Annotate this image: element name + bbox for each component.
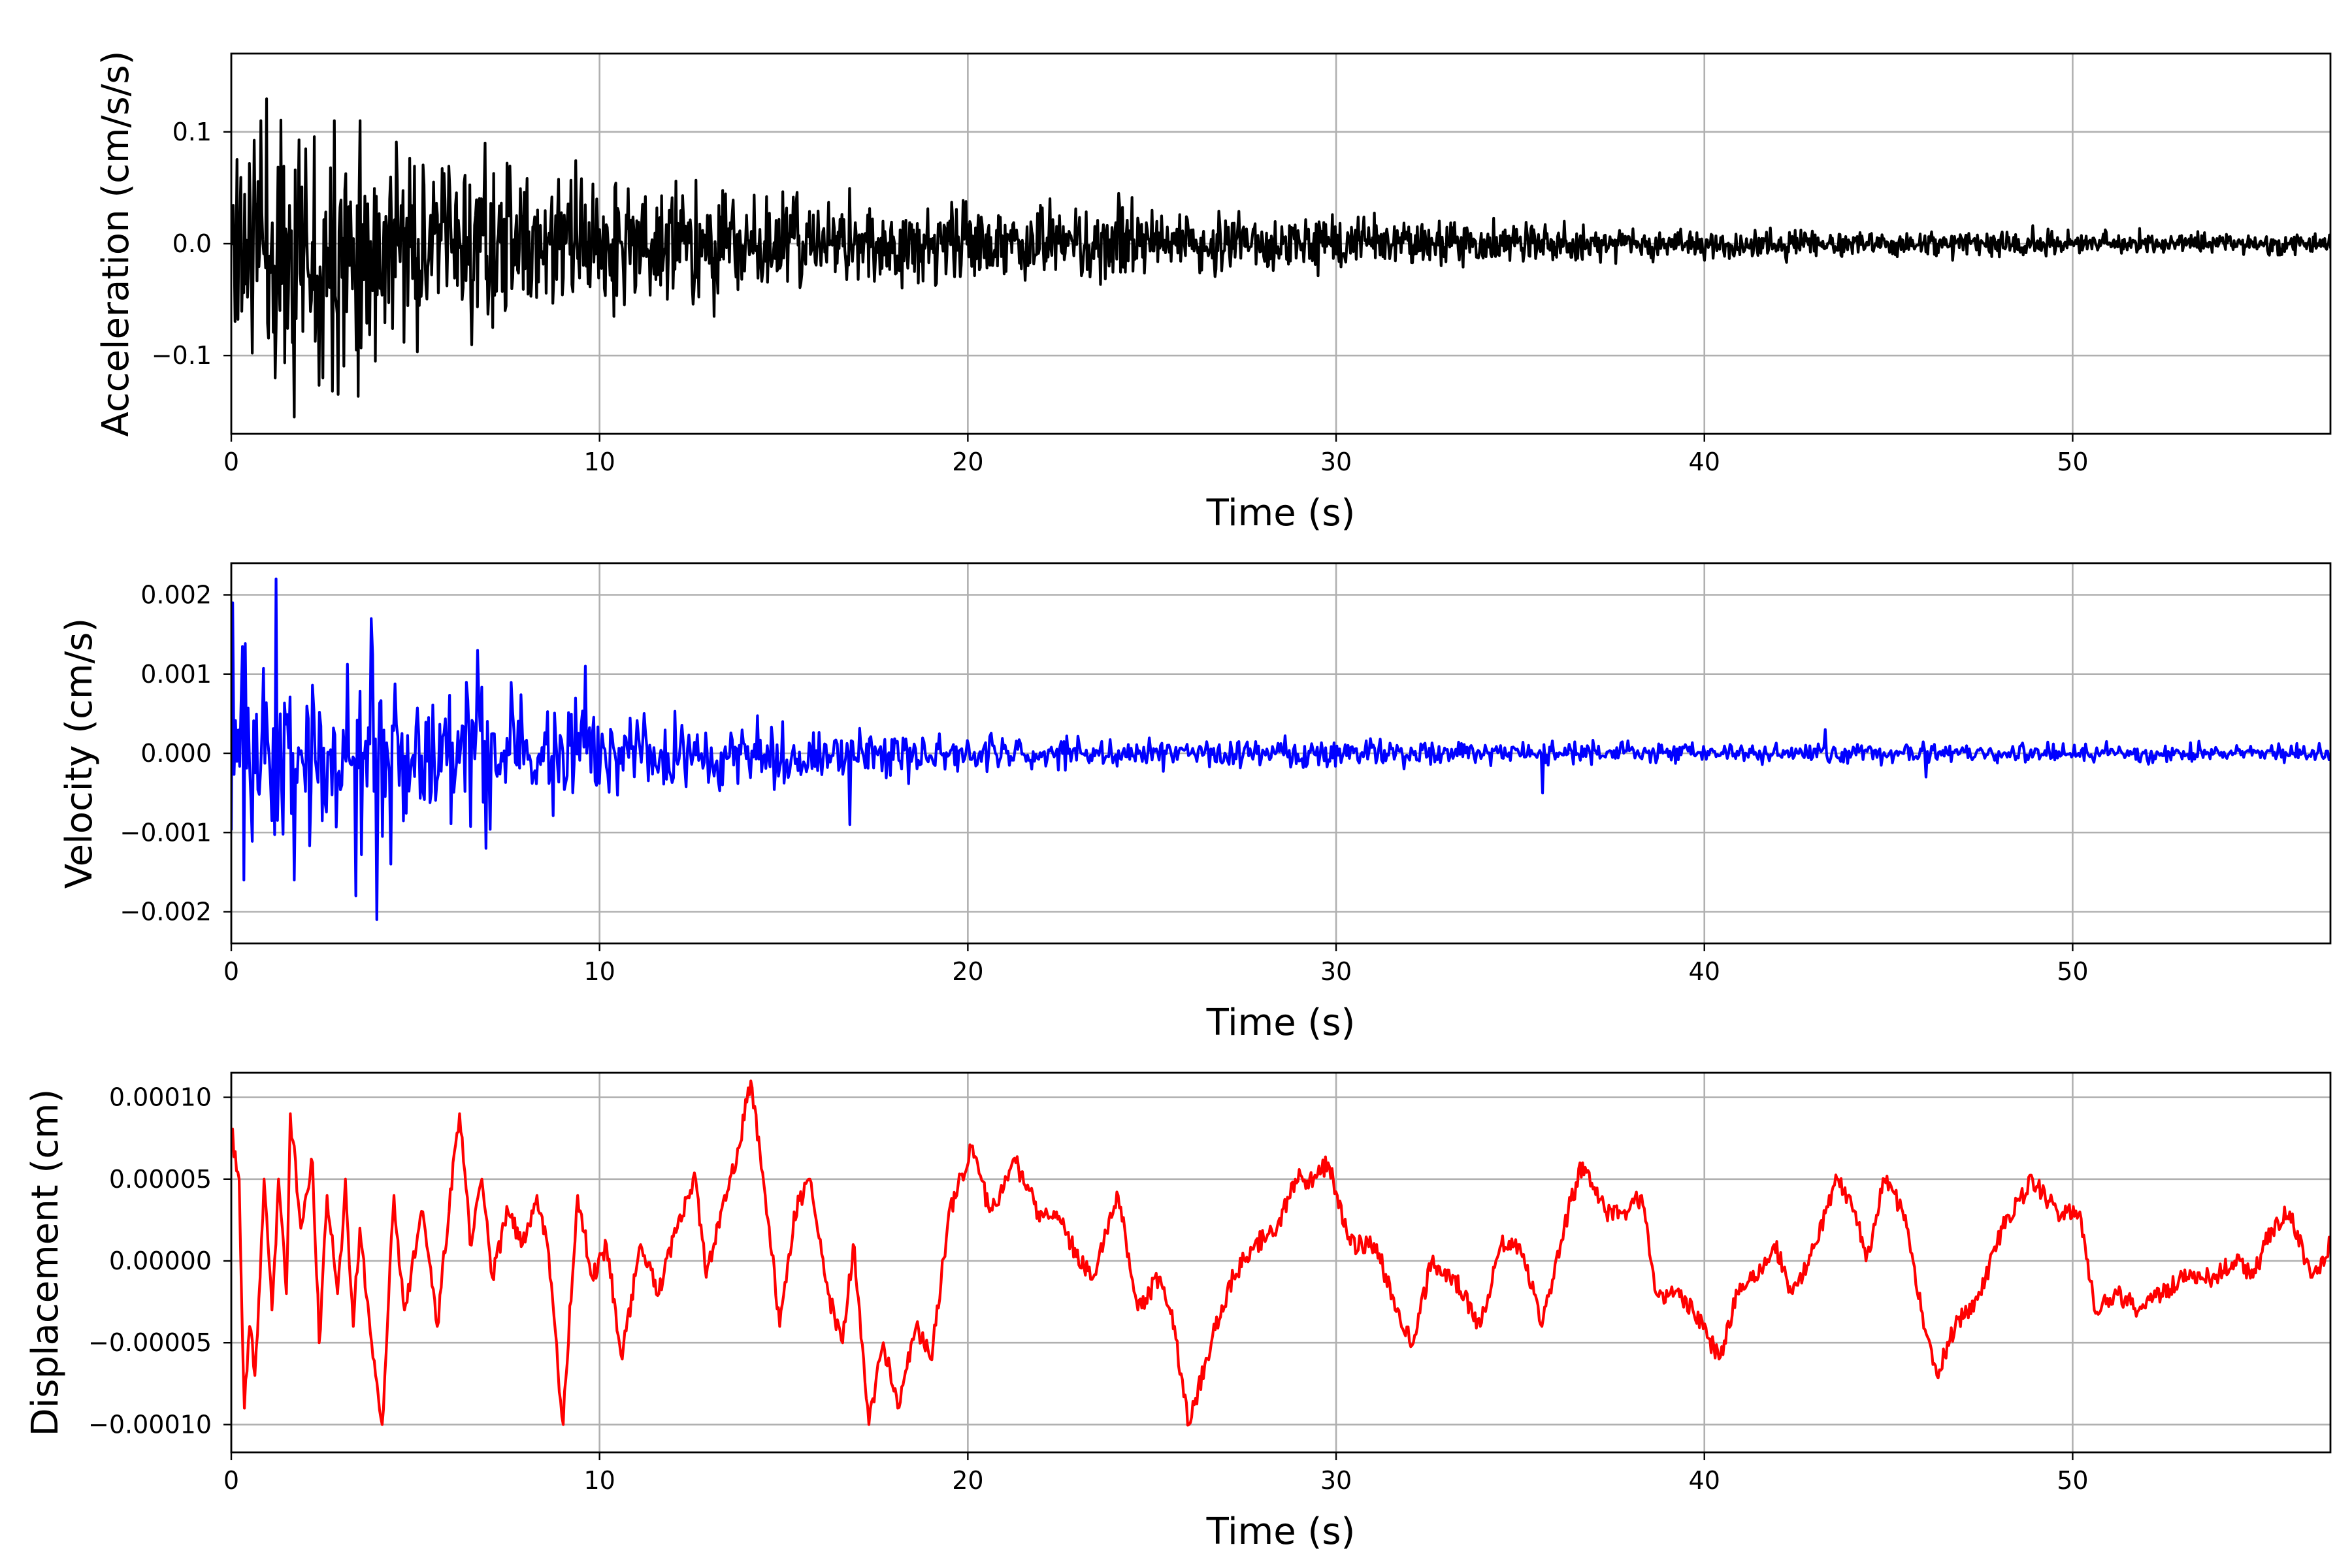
velocity-xtick-label: 40 [1689,957,1720,986]
acceleration-xtick-label: 10 [584,448,615,476]
velocity-xtick-label: 20 [952,957,983,986]
displacement-xtick-label: 0 [223,1466,239,1495]
displacement-xtick-label: 30 [1320,1466,1352,1495]
displacement-xtick-label: 10 [584,1466,615,1495]
displacement-yaxis-label: Displacement (cm) [24,1089,67,1437]
displacement-xtick-label: 50 [2057,1466,2088,1495]
velocity-yaxis-label: Velocity (cm/s) [58,618,101,889]
velocity-xtick-label: 50 [2057,957,2088,986]
acceleration-xtick-label: 30 [1320,448,1352,476]
displacement-ytick-label: 0.00000 [109,1247,212,1275]
displacement-ytick-label: −0.00010 [88,1410,212,1439]
displacement-xtick-label: 40 [1689,1466,1720,1495]
velocity-ytick-label: 0.002 [140,581,212,610]
velocity-xaxis-label: Time (s) [1206,1002,1356,1044]
acceleration-xtick-label: 50 [2057,448,2088,476]
acceleration-ytick-label: 0.0 [172,229,212,258]
acceleration-xaxis-label: Time (s) [1206,492,1356,534]
velocity-xtick-label: 10 [584,957,615,986]
acceleration-xtick-label: 20 [952,448,983,476]
acceleration-panel: 0 10 20 30 40 50 0.1 0.0 −0.1 Time (s) Acceleratio… [95,51,2332,534]
displacement-ytick-label: 0.00010 [109,1083,212,1112]
displacement-series-line [231,1079,2330,1427]
velocity-xtick-label: 0 [223,957,239,986]
displacement-xaxis-label: Time (s) [1206,1511,1356,1553]
displacement-xtick-label: 20 [952,1466,983,1495]
velocity-ytick-label: −0.001 [120,818,212,847]
velocity-ytick-label: −0.002 [120,898,212,926]
acceleration-ytick-label: −0.1 [152,341,212,370]
acceleration-yaxis-label: Acceleration (cm/s/s) [95,51,137,437]
displacement-panel: 0 10 20 30 40 50 0.00010 0.00005 0.00000 −0.00005… [24,1071,2332,1553]
acceleration-ytick-label: 0.1 [172,118,212,146]
displacement-axes-frame [230,1071,2332,1454]
velocity-series-line [231,578,2330,921]
acceleration-xtick-label: 40 [1689,448,1720,476]
acceleration-xtick-label: 0 [223,448,239,476]
velocity-ytick-label: 0.001 [140,660,212,689]
velocity-xtick-label: 30 [1320,957,1352,986]
velocity-panel: 0 10 20 30 40 50 0.002 0.001 0.000 −0.001 −0.002 Ti… [58,562,2332,1044]
velocity-ytick-label: 0.000 [140,739,212,768]
displacement-ytick-label: −0.00005 [88,1328,212,1357]
displacement-ytick-label: 0.00005 [109,1165,212,1194]
acceleration-series-line [231,97,2330,419]
